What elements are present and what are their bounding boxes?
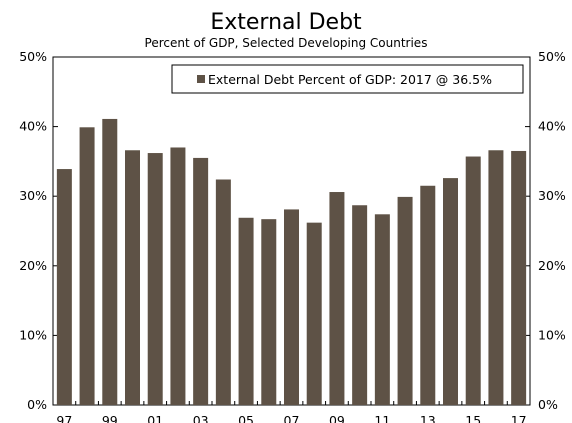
- bar: [56, 169, 72, 405]
- bar: [306, 222, 322, 405]
- legend: External Debt Percent of GDP: 2017 @ 36.…: [171, 64, 524, 94]
- legend-swatch: [197, 75, 205, 83]
- x-tick-label: 15: [465, 413, 481, 423]
- bar: [374, 214, 390, 405]
- bar: [170, 147, 186, 406]
- left-tick-label: 40%: [19, 119, 47, 134]
- right-axis: 0% 10% 20% 30% 40% 50%: [525, 49, 566, 412]
- right-tick-label: 30%: [538, 188, 566, 203]
- bar: [329, 192, 345, 405]
- bar: [261, 219, 277, 405]
- left-tick-label: 0%: [27, 397, 47, 412]
- left-tick-label: 50%: [19, 49, 47, 64]
- x-tick-label: 03: [193, 413, 209, 423]
- left-tick-label: 10%: [19, 327, 47, 342]
- x-tick-label: 05: [238, 413, 254, 423]
- x-tick-label: 01: [147, 413, 163, 423]
- legend-box: [171, 64, 524, 94]
- bar: [238, 217, 254, 405]
- x-tick-label: 11: [374, 413, 390, 423]
- left-tick-label: 20%: [19, 258, 47, 273]
- x-tick-label: 07: [284, 413, 300, 423]
- chart-subtitle: Percent of GDP, Selected Developing Coun…: [145, 36, 428, 50]
- left-axis: 0% 10% 20% 30% 40% 50%: [19, 49, 58, 412]
- bars: [56, 118, 527, 406]
- bar: [397, 196, 413, 405]
- x-tick-label: 99: [102, 413, 118, 423]
- right-tick-label: 20%: [538, 258, 566, 273]
- bar: [465, 156, 481, 405]
- bar: [420, 185, 436, 405]
- bar: [511, 150, 527, 405]
- bar: [443, 178, 458, 405]
- bar: [193, 157, 209, 405]
- bar: [147, 153, 163, 405]
- legend-label: External Debt Percent of GDP: 2017 @ 36.…: [208, 72, 492, 87]
- x-tick-label: 09: [329, 413, 345, 423]
- left-tick-label: 30%: [19, 188, 47, 203]
- bar: [102, 118, 118, 405]
- bar: [488, 150, 504, 405]
- bar: [284, 209, 299, 405]
- chart-title: External Debt: [210, 10, 362, 35]
- bar: [79, 127, 95, 406]
- x-tick-label: 13: [420, 413, 436, 423]
- bar: [125, 150, 140, 405]
- bar: [215, 179, 231, 405]
- x-tick-label: 17: [511, 413, 527, 423]
- x-tick-label: 97: [56, 413, 72, 423]
- bar: [352, 205, 368, 405]
- right-tick-label: 10%: [538, 327, 566, 342]
- x-axis: 97 99 01 03 05 07 09 11 13 15 17: [52, 401, 531, 423]
- right-tick-label: 0%: [538, 397, 558, 412]
- right-tick-label: 40%: [538, 119, 566, 134]
- right-tick-label: 50%: [538, 49, 566, 64]
